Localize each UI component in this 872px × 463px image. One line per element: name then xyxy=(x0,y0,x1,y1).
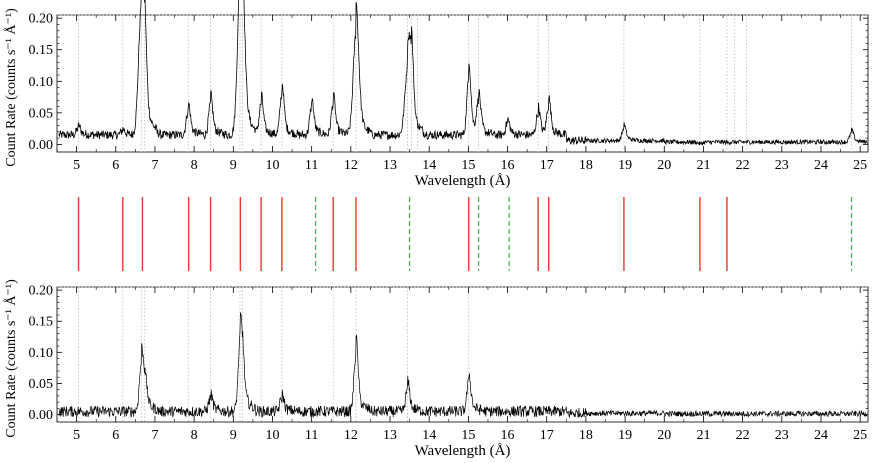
top-spectrum-panel: 0.00 0.05 0.10 0.15 0.20 5 6 7 8 9 10 11 12 13 14 15 16 1… xyxy=(3,0,869,189)
x-tick-label: 8 xyxy=(191,158,198,173)
x-tick-label: 15 xyxy=(461,428,475,443)
x-tick-label: 16 xyxy=(501,158,515,173)
line-marker-panel xyxy=(77,197,853,271)
x-tick-label: 17 xyxy=(540,428,554,443)
x-axis-label: Wavelength (Å) xyxy=(415,443,511,459)
y-tick-label: 0.20 xyxy=(29,12,54,27)
y-tick-label: 0.15 xyxy=(29,315,54,330)
x-tick-label: 22 xyxy=(736,158,750,173)
x-tick-label: 22 xyxy=(736,428,750,443)
x-tick-label: 5 xyxy=(73,158,80,173)
x-tick-label: 21 xyxy=(696,428,710,443)
plot-frame xyxy=(56,14,869,153)
x-tick-label: 15 xyxy=(461,158,475,173)
x-tick-label: 5 xyxy=(73,428,80,443)
x-tick-label: 7 xyxy=(151,158,158,173)
x-tick-label: 9 xyxy=(230,428,237,443)
x-tick-label: 10 xyxy=(265,158,279,173)
x-tick-label: 21 xyxy=(696,158,710,173)
x-tick-label: 24 xyxy=(814,158,828,173)
y-tick-label: 0.10 xyxy=(29,346,54,361)
x-tick-label: 20 xyxy=(657,428,671,443)
x-tick-label: 23 xyxy=(775,428,789,443)
x-tick-label: 8 xyxy=(191,428,198,443)
x-tick-label: 25 xyxy=(853,428,867,443)
x-tick-label: 11 xyxy=(305,158,318,173)
x-tick-label: 14 xyxy=(422,158,436,173)
spectrum-trace xyxy=(58,0,868,146)
y-tick-label: 0.05 xyxy=(29,106,54,121)
x-tick-label: 10 xyxy=(265,428,279,443)
x-tick-label: 18 xyxy=(579,428,593,443)
x-tick-label: 24 xyxy=(814,428,828,443)
x-tick-label: 19 xyxy=(618,428,632,443)
y-axis-label: Count Rate (counts s⁻¹ Å⁻¹) xyxy=(3,279,19,438)
x-tick-label: 9 xyxy=(230,158,237,173)
x-tick-label: 20 xyxy=(657,158,671,173)
x-tick-label: 12 xyxy=(344,158,358,173)
x-tick-label: 12 xyxy=(344,428,358,443)
x-tick-label: 13 xyxy=(383,158,397,173)
x-axis-label: Wavelength (Å) xyxy=(415,173,511,189)
x-tick-label: 18 xyxy=(579,158,593,173)
x-tick-label: 16 xyxy=(501,428,515,443)
y-tick-label: 0.20 xyxy=(29,284,54,299)
y-tick-label: 0.00 xyxy=(29,138,54,153)
x-tick-label: 25 xyxy=(853,158,867,173)
x-tick-label: 6 xyxy=(112,428,119,443)
bottom-spectrum-panel: 0.00 0.05 0.10 0.15 0.20 5 6 7 8 9 10 11 12 13 14 15 16 1… xyxy=(3,279,869,459)
y-tick-label: 0.10 xyxy=(29,75,54,90)
x-tick-label: 17 xyxy=(540,158,554,173)
x-tick-label: 7 xyxy=(151,428,158,443)
spectrum-trace xyxy=(58,311,868,419)
x-tick-label: 6 xyxy=(112,158,119,173)
y-tick-label: 0.15 xyxy=(29,43,54,58)
x-tick-label: 23 xyxy=(775,158,789,173)
plot-frame xyxy=(56,286,869,423)
y-axis-label: Count Rate (counts s⁻¹ Å⁻¹) xyxy=(3,8,19,167)
x-tick-label: 11 xyxy=(305,428,318,443)
y-tick-label: 0.00 xyxy=(29,408,54,423)
x-tick-label: 13 xyxy=(383,428,397,443)
x-tick-label: 14 xyxy=(422,428,436,443)
x-tick-label: 19 xyxy=(618,158,632,173)
y-tick-label: 0.05 xyxy=(29,377,54,392)
